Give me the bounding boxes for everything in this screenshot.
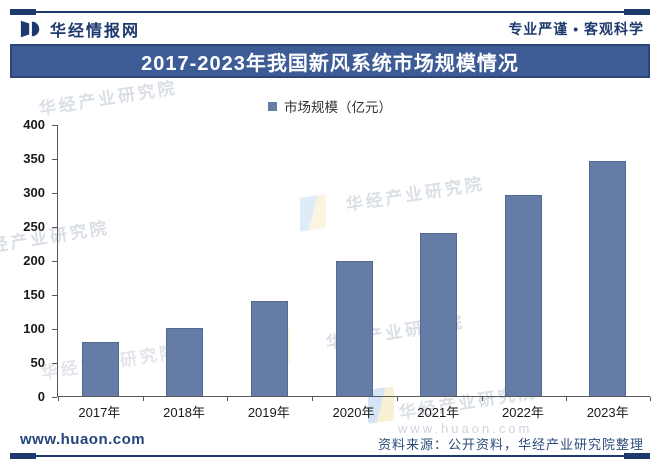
y-tick-label: 150	[23, 287, 45, 302]
y-tick-mark	[52, 261, 57, 262]
bar-slot	[396, 125, 481, 396]
bar-slot	[143, 125, 228, 396]
x-tick-mark	[227, 397, 229, 401]
brand-name: 华经情报网	[50, 23, 141, 40]
bar-2017年	[81, 341, 119, 396]
y-tick-label: 0	[37, 389, 45, 404]
x-tick-mark	[481, 397, 483, 401]
x-axis-labels: 2017年 2018年 2019年 2020年 2021年 2022年 2023年	[57, 402, 650, 421]
y-tick-label: 350	[23, 151, 45, 166]
y-axis: 0 50 100 150 200 250 300 350 400	[0, 117, 57, 404]
bar-slot	[58, 125, 143, 396]
x-tick-mark	[650, 397, 651, 401]
y-tick-mark	[52, 363, 57, 364]
y-tick-mark	[52, 125, 57, 126]
x-tick-label: 2021年	[417, 405, 460, 420]
x-tick-label: 2018年	[163, 405, 206, 420]
header: 华经情报网	[20, 17, 140, 41]
y-tick-label: 250	[23, 219, 45, 234]
bar-2020年	[335, 261, 373, 396]
bar-slot	[481, 125, 566, 396]
y-tick-mark	[52, 227, 57, 228]
x-tick-label: 2019年	[247, 405, 290, 420]
bar-2023年	[589, 161, 627, 396]
bar-2021年	[420, 233, 458, 396]
legend-label: 市场规模（亿元）	[284, 100, 392, 115]
y-tick-label: 200	[23, 253, 45, 268]
y-tick-label: 400	[23, 117, 45, 132]
x-tick-label: 2023年	[586, 405, 629, 420]
x-tick-label: 2020年	[332, 405, 375, 420]
footer-source-note: 资料来源：公开资料，华经产业研究院整理	[377, 437, 644, 452]
y-tick-mark	[52, 159, 57, 160]
bottom-rule	[10, 453, 650, 459]
bars	[58, 125, 650, 396]
bar-slot	[312, 125, 397, 396]
x-tick-mark	[58, 397, 59, 401]
chart-title: 2017-2023年我国新风系统市场规模情况	[141, 52, 519, 75]
x-tick-mark	[142, 397, 144, 401]
bar-2019年	[250, 301, 288, 396]
y-tick-label: 50	[30, 355, 45, 370]
y-tick-mark	[52, 193, 57, 194]
header-slogan: 专业严谨 • 客观科学	[508, 21, 644, 37]
x-tick-mark	[312, 397, 314, 401]
huajing-logo-icon	[20, 19, 42, 39]
x-tick-label: 2022年	[501, 405, 544, 420]
bar-slot	[227, 125, 312, 396]
bar-slot	[565, 125, 650, 396]
x-tick-mark	[396, 397, 398, 401]
legend: 市场规模（亿元）	[0, 96, 660, 116]
legend-marker-icon	[268, 101, 277, 111]
y-tick-mark	[52, 397, 57, 398]
top-rule	[10, 9, 650, 15]
y-tick-label: 100	[23, 321, 45, 336]
y-tick-label: 300	[23, 185, 45, 200]
bar-2018年	[166, 328, 204, 396]
bar-2022年	[504, 195, 542, 396]
footer-website: www.huaon.com	[20, 431, 146, 448]
y-tick-mark	[52, 295, 57, 296]
plot-area	[57, 125, 651, 401]
x-tick-label: 2017年	[78, 405, 121, 420]
y-tick-mark	[52, 329, 57, 330]
x-tick-mark	[566, 397, 568, 401]
title-banner: 2017-2023年我国新风系统市场规模情况	[10, 44, 650, 78]
